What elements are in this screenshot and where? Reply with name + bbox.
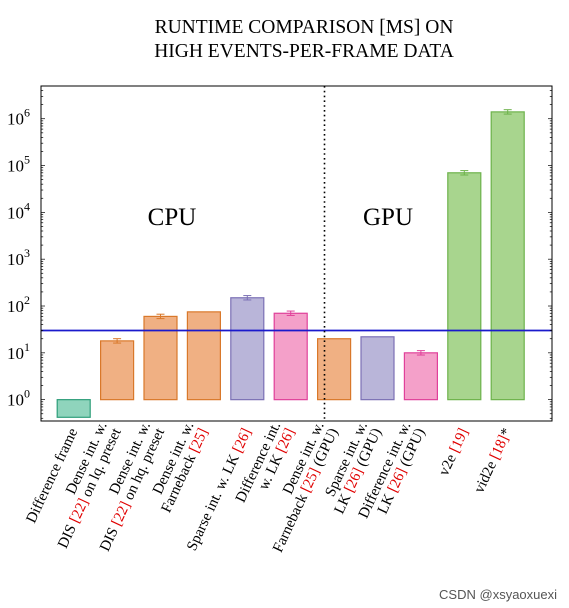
y-tick-label: 103 [7,246,30,269]
x-tick-label: vid2e [18]* [471,426,515,496]
plot-frame [40,85,553,422]
bar [186,311,221,401]
chart-title-line: HIGH EVENTS-PER-FRAME DATA [154,41,454,62]
bar [317,338,352,401]
bar [99,340,135,401]
y-tick-label: 104 [7,199,30,222]
bar [403,352,438,401]
bar [360,336,395,401]
chart-title-line: RUNTIME COMPARISON [MS] ON [155,17,454,38]
label-text: Farneback [270,488,312,555]
y-tick-label: 101 [7,340,30,363]
bar [230,297,265,401]
bar [490,111,525,401]
label-text: vid2e [471,455,501,495]
bar [447,172,482,401]
bar [56,399,91,418]
group-label: CPU [148,204,197,231]
citation: [19] [447,426,472,455]
bar [143,315,178,401]
y-tick-label: 106 [7,106,30,129]
group-label: GPU [363,204,413,231]
x-tick-label: v2e [19] [436,426,472,478]
citation: [26] [230,426,255,455]
watermark: CSDN @xsyaoxuexi [439,587,557,602]
bar [273,312,308,401]
y-tick-label: 100 [7,387,30,410]
y-tick-label: 105 [7,153,30,176]
y-tick-label: 102 [7,293,30,316]
